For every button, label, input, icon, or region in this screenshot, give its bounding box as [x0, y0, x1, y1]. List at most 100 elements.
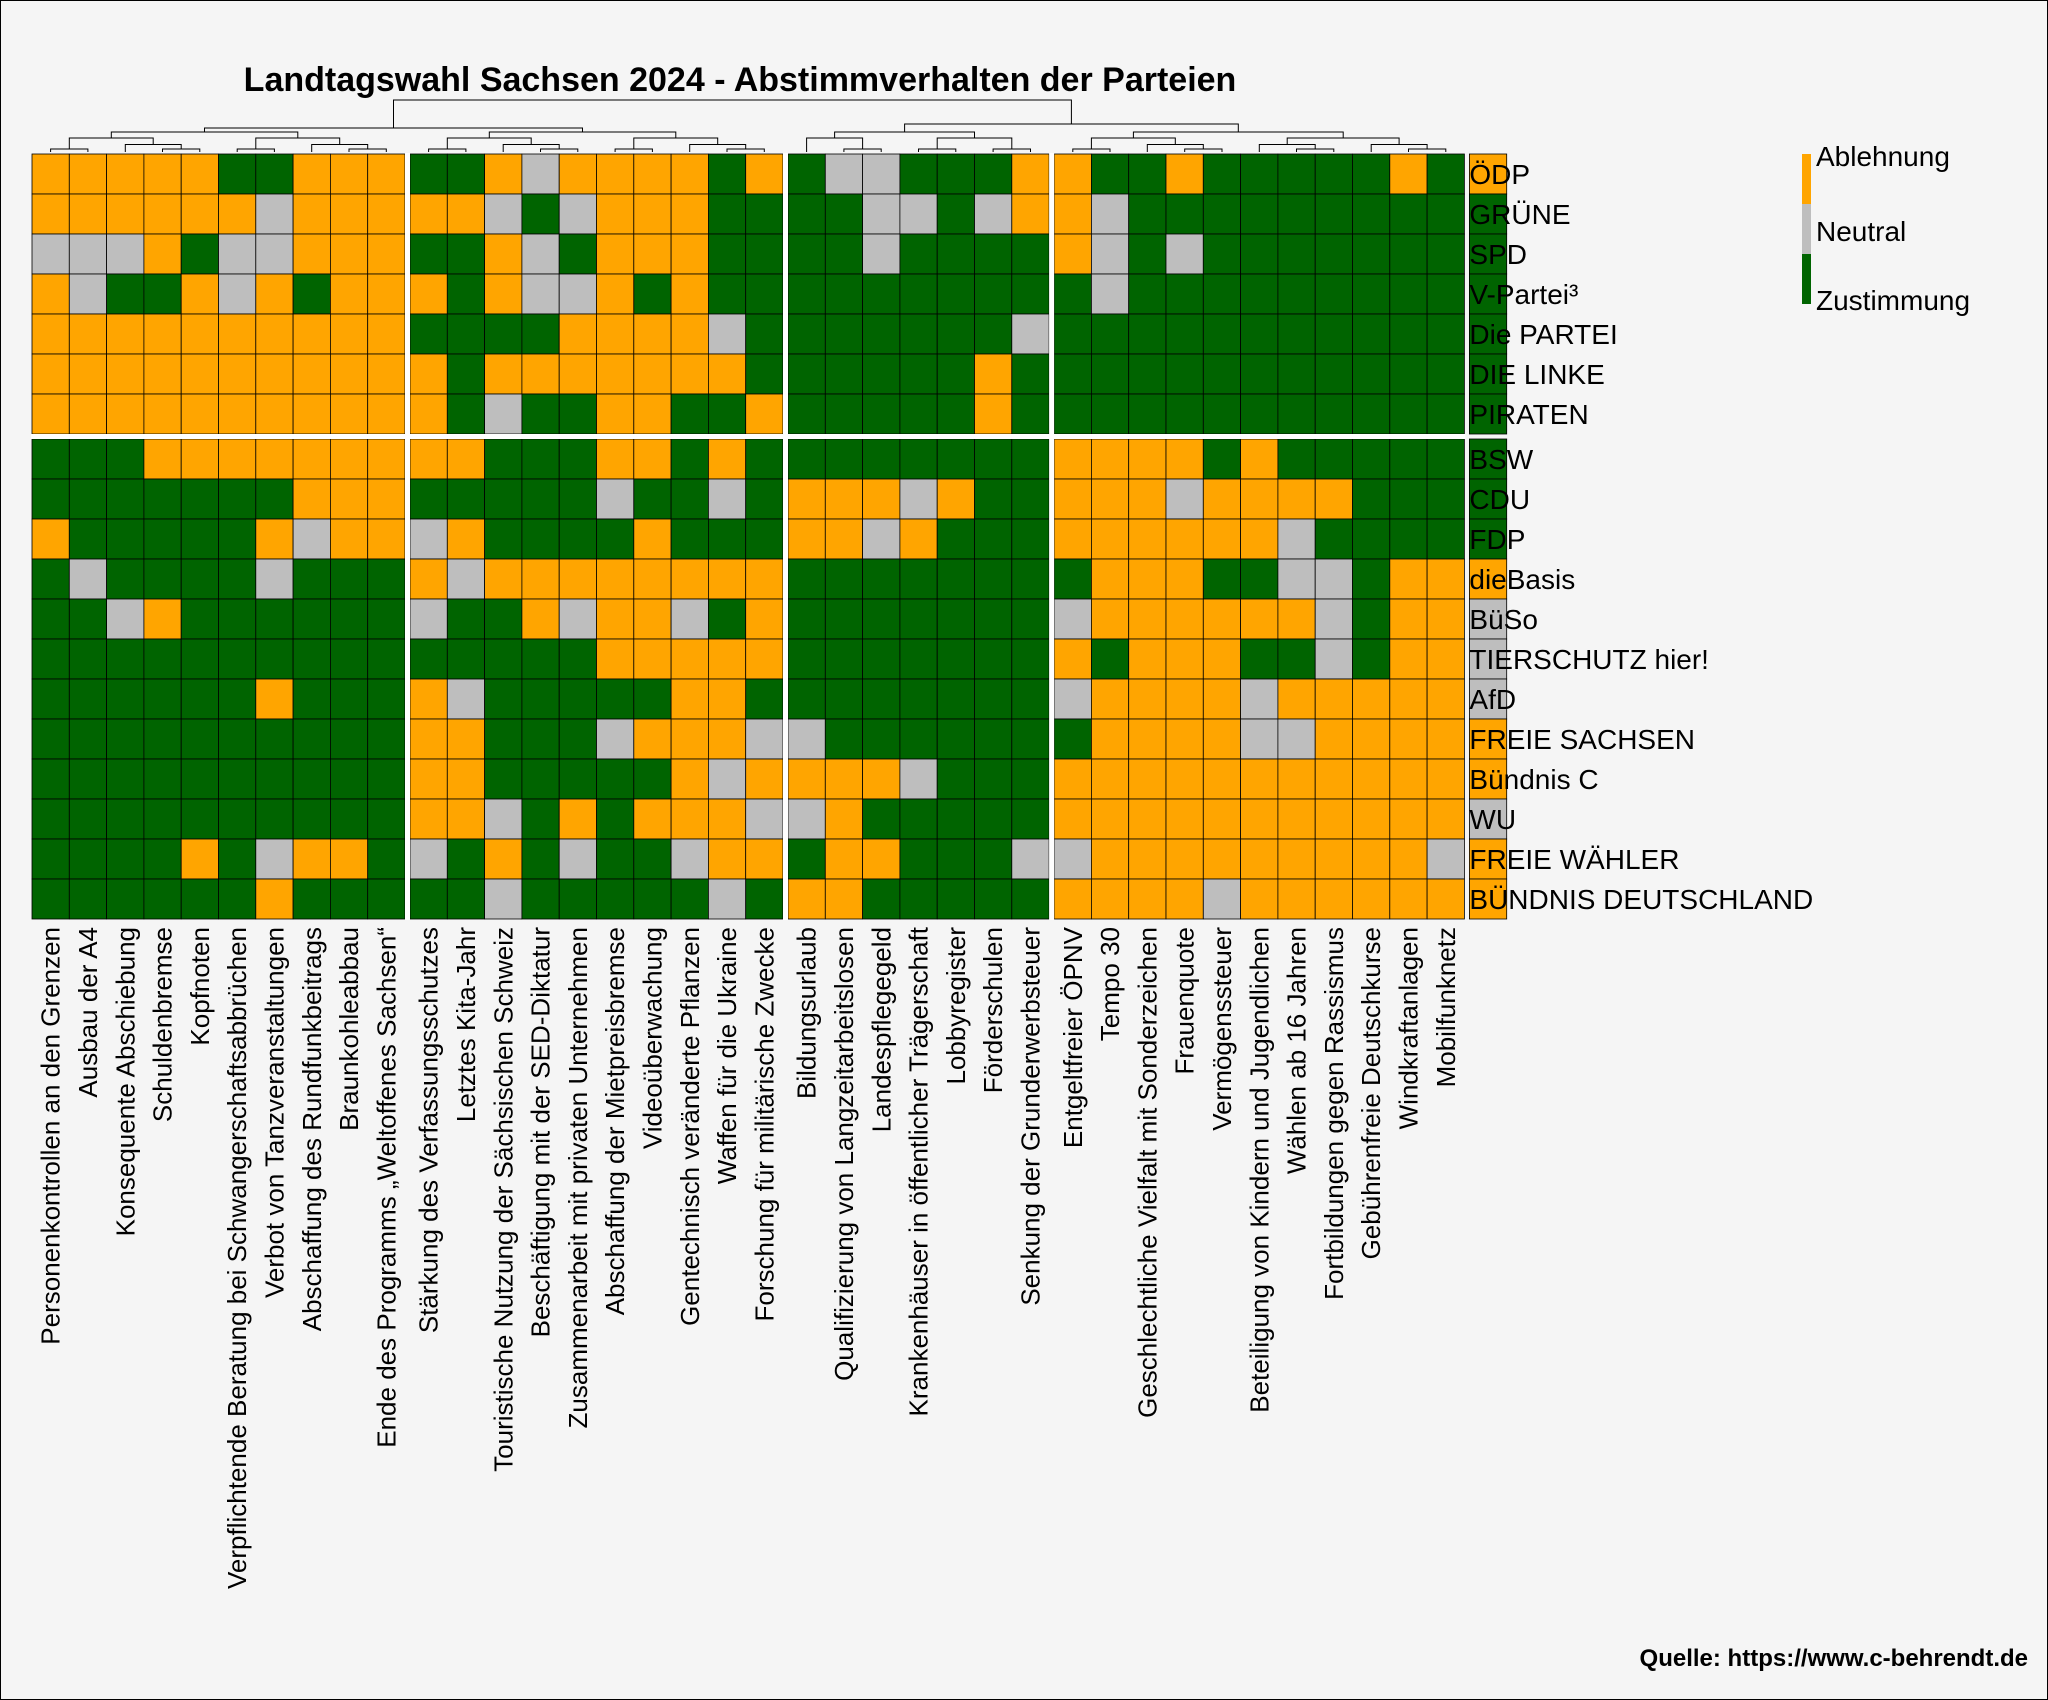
heatmap-cell — [446, 558, 485, 600]
heatmap-cell — [1011, 838, 1050, 880]
heatmap-cell — [68, 193, 108, 235]
heatmap-cell — [596, 233, 635, 275]
heatmap-cell — [974, 878, 1013, 920]
heatmap-cell — [558, 558, 597, 600]
heatmap-cell — [521, 393, 560, 435]
legend-label: Zustimmung — [1816, 285, 1970, 316]
heatmap-cell — [787, 313, 826, 355]
heatmap-cell — [745, 393, 784, 435]
heatmap-cell — [936, 478, 975, 520]
heatmap-cell — [1202, 233, 1242, 275]
heatmap-cell — [670, 193, 709, 235]
heatmap-cell — [899, 353, 938, 395]
heatmap-cell — [1352, 718, 1391, 760]
heatmap-cell — [409, 518, 448, 560]
heatmap-cell — [143, 598, 182, 640]
heatmap-cell — [1011, 598, 1050, 640]
heatmap-cell — [596, 353, 635, 395]
heatmap-cell — [329, 758, 369, 800]
heatmap-cell — [521, 838, 560, 880]
heatmap-cell — [596, 193, 635, 235]
heatmap-cell — [31, 478, 70, 520]
heatmap-cell — [1128, 598, 1167, 640]
heatmap-cell — [255, 393, 294, 435]
heatmap-cell — [936, 558, 975, 600]
heatmap-cell — [670, 353, 709, 395]
column-label: Forschung für militärische Zwecke — [749, 927, 779, 1321]
heatmap-cell — [367, 393, 406, 435]
heatmap-cell — [670, 838, 709, 880]
heatmap-cell — [218, 353, 257, 395]
heatmap-cell — [936, 838, 975, 880]
heatmap-cell — [68, 393, 108, 435]
column-label: Zusammenarbeit mit privaten Unternehmen — [563, 927, 593, 1428]
heatmap-cell — [218, 438, 257, 480]
heatmap-cell — [180, 678, 219, 720]
heatmap-cell — [787, 678, 826, 720]
heatmap-cell — [1011, 313, 1050, 355]
heatmap-cell — [1426, 438, 1465, 480]
heatmap-cell — [1277, 678, 1316, 720]
legend-swatch — [1802, 254, 1811, 304]
heatmap-cell — [1352, 153, 1391, 195]
heatmap-cell — [1011, 273, 1050, 315]
heatmap-cell — [974, 798, 1013, 840]
heatmap-cell — [1277, 878, 1316, 920]
heatmap-cell — [1202, 478, 1242, 520]
heatmap-cell — [68, 678, 108, 720]
heatmap-cell — [1426, 558, 1465, 600]
heatmap-cell — [1469, 878, 1508, 920]
heatmap-cell — [1053, 878, 1092, 920]
heatmap-cell — [1202, 313, 1242, 355]
heatmap-cell — [292, 558, 331, 600]
heatmap-cell — [1053, 313, 1092, 355]
heatmap-cell — [787, 193, 826, 235]
heatmap-cell — [484, 478, 523, 520]
heatmap-cell — [1277, 718, 1316, 760]
heatmap-cell — [1352, 393, 1391, 435]
heatmap-cell — [1202, 798, 1242, 840]
heatmap-cell — [596, 558, 635, 600]
heatmap-cell — [670, 393, 709, 435]
heatmap-cell — [143, 393, 182, 435]
heatmap-cell — [862, 598, 901, 640]
heatmap-cell — [1165, 798, 1204, 840]
column-labels: Personenkontrollen an den Grenzen Ausbau … — [36, 926, 1461, 1589]
column-label: Beschäftigung mit der SED-Diktatur — [526, 927, 556, 1338]
heatmap-cell — [787, 478, 826, 520]
heatmap-cell — [745, 878, 784, 920]
heatmap-cell — [68, 558, 108, 600]
heatmap-cell — [218, 758, 257, 800]
heatmap-cell — [218, 518, 257, 560]
heatmap-cell — [1352, 678, 1391, 720]
heatmap-cell — [708, 438, 747, 480]
heatmap-cell — [1165, 598, 1204, 640]
heatmap-cell — [1314, 558, 1353, 600]
heatmap-cell — [1389, 478, 1428, 520]
heatmap-cell — [143, 798, 182, 840]
legend-swatch — [1802, 154, 1811, 204]
heatmap-cell — [708, 193, 747, 235]
heatmap-cell — [1091, 518, 1130, 560]
heatmap-cell — [1128, 838, 1167, 880]
heatmap-cell — [484, 313, 523, 355]
heatmap-cell — [596, 838, 635, 880]
dendrogram-branch — [393, 99, 1072, 128]
heatmap-cell — [31, 878, 70, 920]
heatmap-cell — [31, 758, 70, 800]
heatmap-cell — [1352, 798, 1391, 840]
heatmap-cell — [558, 718, 597, 760]
heatmap-cell — [1352, 193, 1391, 235]
heatmap-cell — [1011, 758, 1050, 800]
heatmap-cell — [68, 598, 108, 640]
heatmap-cell — [1240, 638, 1279, 680]
heatmap-cell — [670, 478, 709, 520]
heatmap-cell — [936, 718, 975, 760]
heatmap-cell — [1389, 598, 1428, 640]
heatmap-cell — [1469, 638, 1508, 680]
heatmap-cell — [484, 558, 523, 600]
row-label: Die PARTEI — [1469, 319, 1617, 350]
heatmap-cell — [1277, 758, 1316, 800]
heatmap-cell — [1053, 838, 1092, 880]
heatmap-cell — [1053, 233, 1092, 275]
